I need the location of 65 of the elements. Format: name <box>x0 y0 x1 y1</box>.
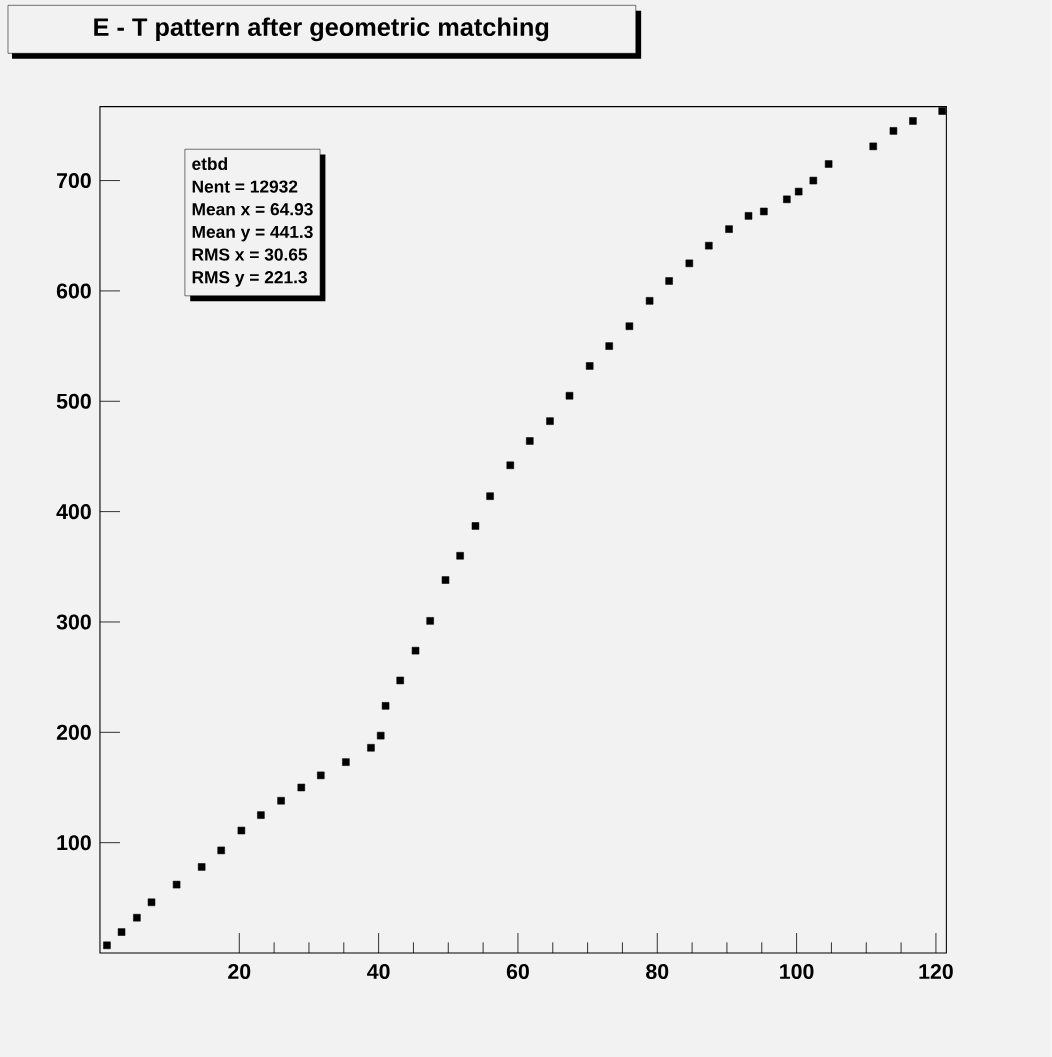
x-tick-label: 60 <box>507 963 530 980</box>
chart-title: E - T pattern after geometric matching <box>94 17 549 42</box>
point <box>685 259 694 268</box>
point <box>783 195 791 204</box>
point <box>705 241 713 250</box>
x-tick-label: 120 <box>919 963 953 980</box>
x-tick-label: 20 <box>228 963 251 980</box>
annotation: Mean x = 64.93 <box>192 203 313 216</box>
point <box>471 522 480 530</box>
y-tick-label: 600 <box>57 283 91 299</box>
y-tick-label: 100 <box>57 835 91 851</box>
point <box>605 342 614 350</box>
point <box>526 437 534 445</box>
annotation: etbd <box>192 157 228 171</box>
point <box>147 898 156 906</box>
point <box>103 941 111 950</box>
x-tick-label: 40 <box>367 963 390 980</box>
point <box>396 676 405 685</box>
point <box>382 702 390 710</box>
point <box>760 207 768 216</box>
point <box>744 212 753 220</box>
point <box>277 797 285 805</box>
point <box>586 362 594 370</box>
point <box>938 107 947 115</box>
point <box>625 322 634 330</box>
point <box>237 826 246 835</box>
point <box>317 771 325 780</box>
point <box>377 731 385 740</box>
point <box>257 811 265 819</box>
y-tick-label: 400 <box>56 504 91 520</box>
annotation: Nent = 12932 <box>192 180 298 193</box>
y-tick-label: 300 <box>56 614 91 630</box>
annotation: RMS x = 30.65 <box>192 248 308 261</box>
point <box>441 576 450 584</box>
point <box>665 277 674 285</box>
point <box>565 392 574 400</box>
point <box>795 187 803 196</box>
y-tick-label: 500 <box>56 393 91 409</box>
point <box>646 297 654 305</box>
point <box>297 783 306 792</box>
point <box>546 417 554 425</box>
y-tick-label: 200 <box>57 724 91 740</box>
point <box>133 913 141 922</box>
x-tick-label: 100 <box>780 963 814 980</box>
point <box>198 863 206 871</box>
point <box>367 744 375 752</box>
point <box>809 176 818 185</box>
point <box>173 880 181 889</box>
point <box>869 142 878 151</box>
point <box>725 225 733 233</box>
x-tick-label: 80 <box>646 963 669 980</box>
point <box>456 552 465 560</box>
point <box>217 846 226 855</box>
point <box>411 646 420 655</box>
annotation: RMS y = 221.3 <box>192 271 308 287</box>
point <box>486 492 494 500</box>
point <box>889 127 898 135</box>
point <box>426 617 435 625</box>
point <box>118 928 126 936</box>
y-tick-label: 700 <box>57 173 91 189</box>
point <box>342 758 350 766</box>
point <box>909 117 917 125</box>
point <box>506 461 515 470</box>
point <box>825 160 833 168</box>
annotation: Mean y = 441.3 <box>192 225 313 242</box>
